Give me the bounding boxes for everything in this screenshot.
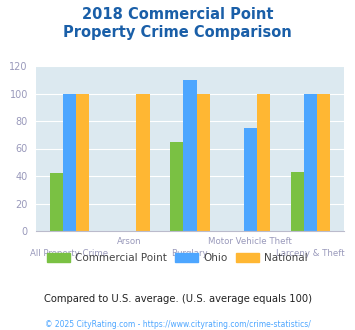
Text: 2018 Commercial Point
Property Crime Comparison: 2018 Commercial Point Property Crime Com… bbox=[63, 7, 292, 40]
Bar bbox=[63, 93, 76, 231]
Bar bbox=[290, 172, 304, 231]
Bar bbox=[50, 173, 63, 231]
Bar bbox=[183, 80, 197, 231]
Text: © 2025 CityRating.com - https://www.cityrating.com/crime-statistics/: © 2025 CityRating.com - https://www.city… bbox=[45, 320, 310, 329]
Bar bbox=[136, 93, 149, 231]
Text: Larceny & Theft: Larceny & Theft bbox=[276, 249, 345, 258]
Legend: Commercial Point, Ohio, National: Commercial Point, Ohio, National bbox=[43, 248, 312, 267]
Bar bbox=[197, 93, 210, 231]
Bar bbox=[317, 93, 330, 231]
Text: Compared to U.S. average. (U.S. average equals 100): Compared to U.S. average. (U.S. average … bbox=[44, 294, 311, 304]
Text: All Property Crime: All Property Crime bbox=[31, 249, 109, 258]
Bar bbox=[244, 128, 257, 231]
Bar bbox=[257, 93, 270, 231]
Bar bbox=[304, 93, 317, 231]
Bar bbox=[170, 142, 183, 231]
Text: Arson: Arson bbox=[118, 237, 142, 246]
Bar bbox=[76, 93, 89, 231]
Text: Motor Vehicle Theft: Motor Vehicle Theft bbox=[208, 237, 292, 246]
Text: Burglary: Burglary bbox=[171, 249, 208, 258]
